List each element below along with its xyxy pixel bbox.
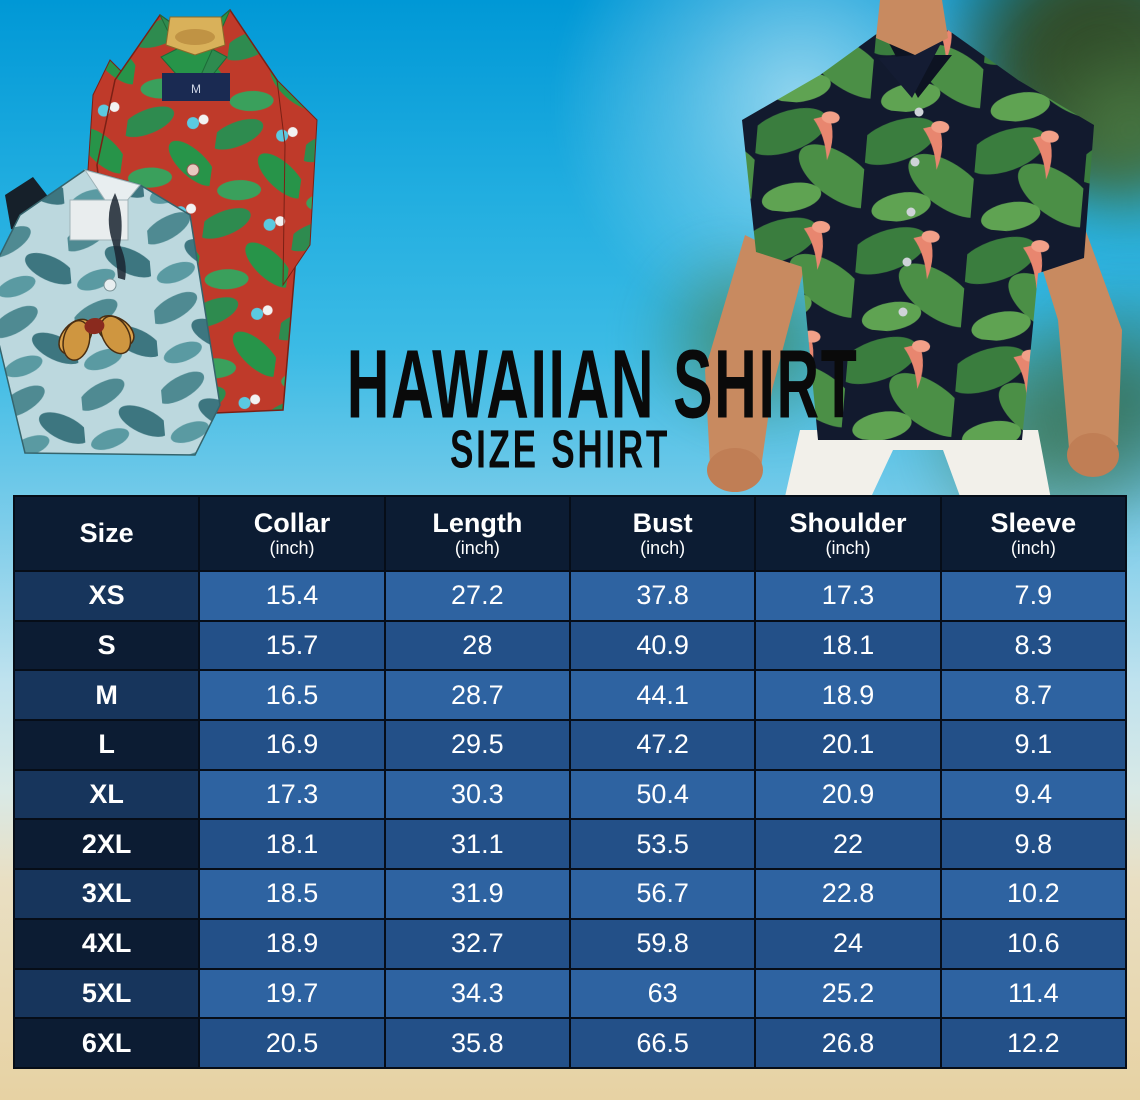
svg-text:M: M — [191, 82, 201, 96]
